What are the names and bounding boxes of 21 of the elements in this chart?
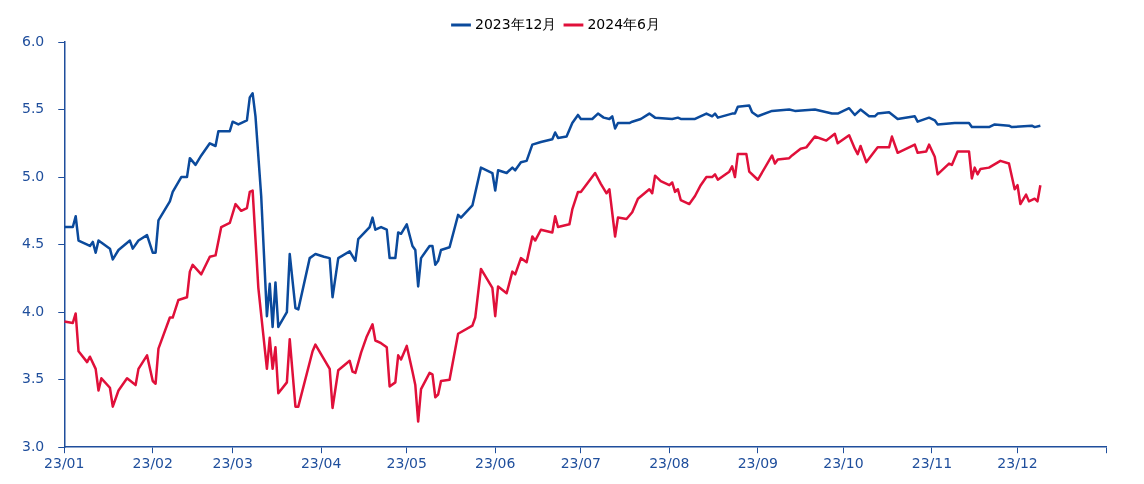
x-tick-label: 23/10 bbox=[823, 455, 864, 472]
x-tick-label: 23/06 bbox=[475, 455, 516, 472]
x-tick-label: 23/04 bbox=[300, 455, 342, 472]
x-tick-label: 23/11 bbox=[911, 455, 953, 472]
y-tick-label: 5.5 bbox=[22, 100, 45, 117]
y-tick-label: 4.0 bbox=[22, 302, 45, 319]
y-tick-label: 3.0 bbox=[22, 437, 45, 454]
y-tick-label: 3.5 bbox=[22, 370, 45, 387]
y-tick-label: 5.0 bbox=[22, 167, 45, 184]
y-tick-label: 4.5 bbox=[22, 235, 45, 252]
x-tick-label: 23/03 bbox=[212, 455, 253, 472]
x-tick-label: 23/09 bbox=[737, 455, 778, 472]
legend-label: 2024年6月 bbox=[587, 15, 660, 32]
x-tick-label: 23/07 bbox=[560, 455, 602, 472]
x-tick-label: 23/01 bbox=[44, 455, 85, 472]
x-tick-label: 23/12 bbox=[997, 455, 1038, 472]
x-tick-label: 23/05 bbox=[386, 455, 427, 472]
x-tick-label: 23/08 bbox=[649, 455, 690, 472]
y-tick-label: 6.0 bbox=[22, 32, 45, 49]
legend-label: 2023年12月 bbox=[475, 15, 557, 32]
x-tick-label: 23/02 bbox=[132, 455, 173, 472]
